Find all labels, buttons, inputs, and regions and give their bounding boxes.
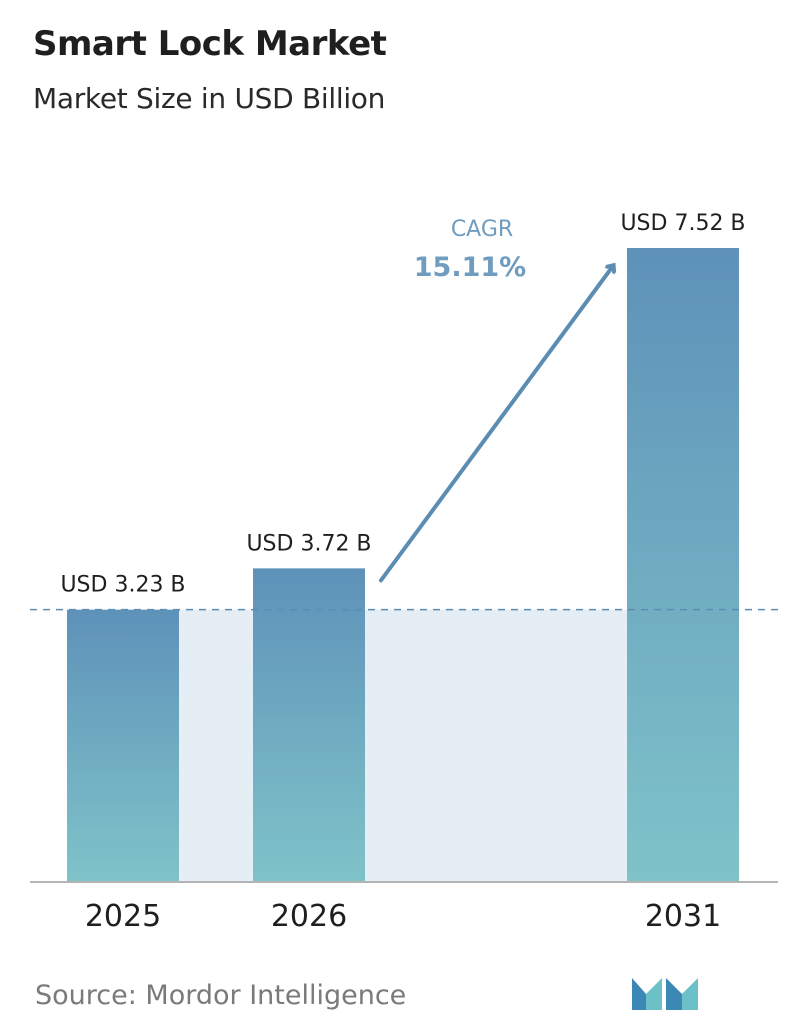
value-label-2031: USD 7.52 B xyxy=(620,211,745,236)
source-note: Source: Mordor Intelligence xyxy=(35,980,407,1011)
bar-2031 xyxy=(627,248,739,882)
x-tick-label-2031: 2031 xyxy=(645,899,721,934)
chart-subtitle: Market Size in USD Billion xyxy=(33,82,386,115)
cagr-value: 15.11% xyxy=(414,252,526,283)
cagr-arrow xyxy=(379,266,613,583)
x-tick-label-2026: 2026 xyxy=(271,899,347,934)
value-label-2025: USD 3.23 B xyxy=(60,573,185,598)
bar-2025 xyxy=(67,609,179,882)
cagr-label: CAGR xyxy=(451,217,513,242)
value-label-2026: USD 3.72 B xyxy=(246,531,371,556)
bar-2026 xyxy=(253,568,365,882)
mordor-intelligence-logo-icon xyxy=(632,978,698,1010)
x-tick-label-2025: 2025 xyxy=(85,899,161,934)
chart-title: Smart Lock Market xyxy=(33,24,387,64)
